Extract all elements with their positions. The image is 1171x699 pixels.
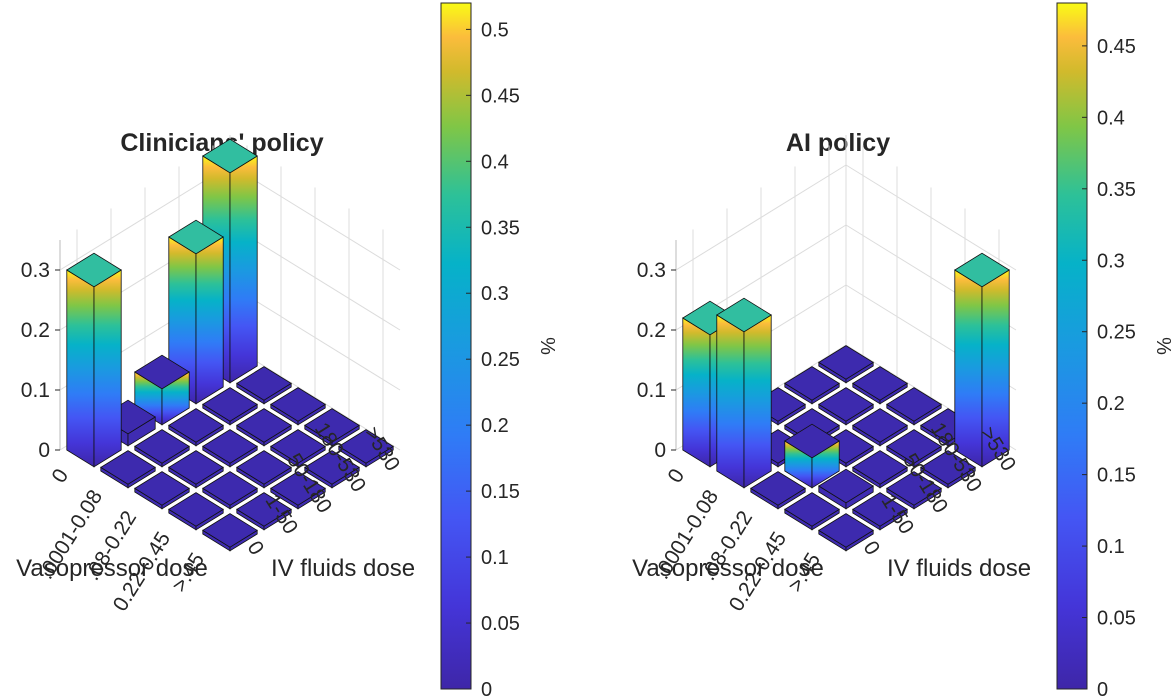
bar-2-3: [236, 408, 292, 447]
colorbar-tick-label: 0.35: [481, 217, 520, 239]
colorbar-tick-label: 0.5: [481, 19, 509, 41]
bars: [682, 252, 1010, 489]
colorbar-tick-label: 0.15: [1097, 465, 1136, 487]
z-axis-ticks: 0 0.1 0.2 0.3: [21, 240, 61, 462]
bar-2-1: [784, 423, 840, 489]
colorbar-tick-label: 0.35: [1097, 179, 1136, 201]
z-tick-label: 0.2: [637, 319, 666, 342]
colorbar-tick-label: 0.2: [1097, 393, 1125, 415]
bar-4-3: [304, 450, 360, 489]
bar-1-0: [100, 450, 156, 489]
colorbar: 0 0.05 0.1 0.15 0.2 0.25 0.3 0.35 0.4 0.45 0.5%: [440, 2, 558, 699]
z-axis-ticks: 0 0.1 0.2 0.3: [637, 240, 677, 462]
colorbar-gradient: [1056, 2, 1088, 690]
colorbar-tick-label: 0.15: [481, 481, 520, 503]
bar-4-2: [270, 471, 326, 510]
bar-3-0: [784, 492, 840, 531]
bar-4-0: [818, 513, 874, 552]
colorbar-tick-label: 0.05: [1097, 608, 1136, 630]
colorbar-tick-label: 0.1: [1097, 536, 1125, 558]
y-axis-label: IV fluids dose: [271, 555, 415, 582]
chart-title: AI policy: [786, 129, 890, 157]
bar-1-3: [202, 387, 258, 426]
vasopressor-tick-label: 0: [664, 465, 690, 487]
x-axis-label: Vasopressor dose: [16, 555, 208, 582]
colorbar-tick-label: 0.3: [481, 283, 509, 305]
colorbar-tick-label: 0.45: [481, 85, 520, 107]
bar-0-4: [818, 345, 874, 384]
colorbar: 0 0.05 0.1 0.15 0.2 0.25 0.3 0.35 0.4 0.45%: [1056, 2, 1171, 699]
colorbar-tick-label: 0.05: [481, 613, 520, 635]
bar-4-2: [886, 471, 942, 510]
bar-2-0: [750, 471, 806, 510]
bar-0-0: [66, 252, 122, 468]
bar-2-0: [134, 471, 190, 510]
colorbar-tick-label: 0.3: [1097, 250, 1125, 272]
bar-3-1: [818, 468, 874, 510]
colorbar-tick-label: 0.25: [481, 349, 520, 371]
x-axis-label: Vasopressor dose: [632, 555, 824, 582]
bar-4-4: [954, 252, 1010, 468]
z-tick-label: 0: [38, 439, 50, 462]
bar-2-4: [886, 387, 942, 426]
bar-4-3: [920, 450, 976, 489]
bar-3-3: [270, 429, 326, 468]
bar-3-0: [168, 492, 224, 531]
panel-clinicians: Clinicians' policy 00.10.20.3 0.0001-0.0…: [16, 2, 558, 699]
bar-4-0: [202, 513, 258, 552]
bar-3-2: [236, 450, 292, 489]
bar-3-4: [304, 408, 360, 447]
bar-2-4: [270, 387, 326, 426]
z-tick-label: 0.3: [637, 259, 666, 282]
bar-4-1: [236, 492, 292, 531]
bar-3-3: [886, 429, 942, 468]
colorbar-gradient: [440, 2, 472, 690]
z-tick-label: 0.1: [637, 379, 666, 402]
bar-1-4: [852, 366, 908, 405]
colorbar-tick-label: 0.2: [481, 415, 509, 437]
y-axis-label: IV fluids dose: [887, 555, 1031, 582]
bar-3-2: [852, 450, 908, 489]
floor-tiles: [100, 366, 394, 552]
bar-1-1: [134, 429, 190, 468]
bar-2-1: [168, 450, 224, 489]
z-tick-label: 0: [654, 439, 666, 462]
bar-1-2: [168, 408, 224, 447]
bars: [66, 138, 258, 468]
bar-2-2: [202, 429, 258, 468]
colorbar-tick-label: 0: [1097, 679, 1108, 699]
colorbar-label: %: [1152, 337, 1171, 355]
bar-4-4: [338, 429, 394, 468]
z-tick-label: 0.2: [21, 319, 50, 342]
colorbar-tick-label: 0.4: [481, 151, 509, 173]
colorbar-label: %: [536, 337, 558, 355]
colorbar-tick-label: 0: [481, 679, 492, 699]
z-tick-label: 0.3: [21, 259, 50, 282]
z-tick-label: 0.1: [21, 379, 50, 402]
vasopressor-tick-label: 0: [48, 465, 74, 487]
bar-1-3: [818, 387, 874, 426]
bar-4-1: [852, 492, 908, 531]
bar-0-3: [784, 366, 840, 405]
bar-3-1: [202, 471, 258, 510]
colorbar-tick-label: 0.45: [1097, 36, 1136, 58]
bar-2-3: [852, 408, 908, 447]
bar-1-0: [716, 297, 772, 489]
bar-1-4: [236, 366, 292, 405]
panel-ai: AI policy 00.10.20.3 0.0001-0.08.08-0.22…: [632, 2, 1171, 699]
colorbar-tick-label: 0.1: [481, 547, 509, 569]
colorbar-tick-label: 0.25: [1097, 322, 1136, 344]
bar-0-3: [168, 219, 224, 405]
colorbar-tick-label: 0.4: [1097, 107, 1125, 129]
